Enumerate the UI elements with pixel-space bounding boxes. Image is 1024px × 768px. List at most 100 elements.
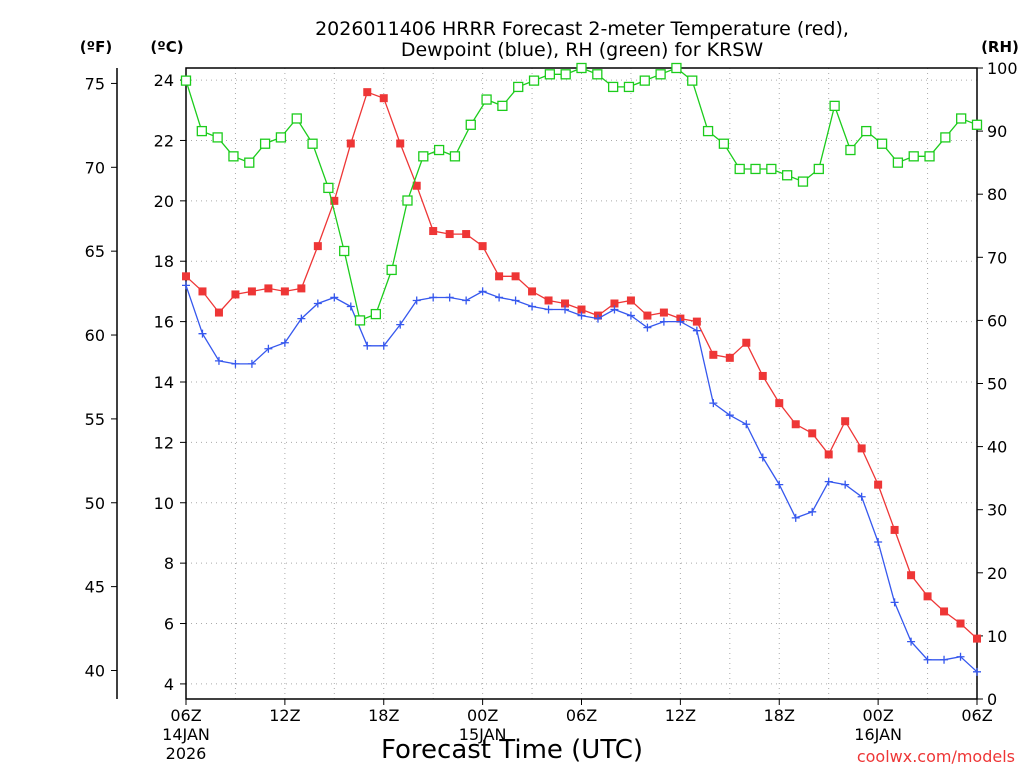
x-tick-label: 06Z <box>961 706 992 725</box>
rh-point <box>671 62 682 74</box>
dewpoint-series <box>182 281 981 676</box>
temperature-point <box>874 480 883 489</box>
dewpoint-point <box>841 480 850 489</box>
celsius-tick-label: 10 <box>154 494 174 513</box>
dewpoint-point <box>297 314 306 323</box>
dewpoint-point <box>956 652 965 661</box>
rh-point <box>639 75 650 86</box>
x-axis-title: Forecast Time (UTC) <box>381 735 643 765</box>
temperature-point <box>626 296 635 305</box>
rh-point <box>924 151 935 162</box>
temperature-point <box>923 592 932 601</box>
dewpoint-point <box>643 323 652 332</box>
fahrenheit-unit-label: (ºF) <box>80 38 112 56</box>
temperature-point <box>478 242 487 251</box>
rh-tick-label: 40 <box>987 438 1007 457</box>
rh-tick-label: 0 <box>987 690 997 709</box>
dewpoint-point <box>346 302 355 311</box>
temperature-point <box>808 429 817 438</box>
rh-tick-label: 20 <box>987 564 1007 583</box>
rh-point <box>734 163 745 175</box>
dewpoint-point <box>330 293 339 302</box>
rh-line <box>185 67 978 322</box>
chart-title-line2: Dewpoint (blue), RH (green) for KRSW <box>401 39 763 61</box>
rh-point <box>275 132 287 143</box>
grid-lines <box>186 68 977 699</box>
x-tick-label: 00Z <box>467 706 498 725</box>
temperature-point <box>775 399 784 408</box>
x-tick-date-label: 15JAN <box>459 725 507 744</box>
dewpoint-point <box>775 480 784 489</box>
temperature-point <box>791 420 800 429</box>
celsius-tick-label: 16 <box>154 313 174 332</box>
temperature-point <box>692 317 701 326</box>
rh-point <box>750 163 761 175</box>
dewpoint-point <box>725 411 734 420</box>
rh-tick-label: 70 <box>987 248 1007 267</box>
fahrenheit-tick-label: 50 <box>85 494 105 513</box>
rh-point <box>465 119 476 130</box>
dewpoint-point <box>577 311 586 320</box>
temperature-point <box>940 607 949 616</box>
x-tick-label: 06Z <box>566 706 597 725</box>
temperature-point <box>824 450 833 459</box>
temperature-point <box>725 353 734 362</box>
rh-point <box>892 157 904 168</box>
celsius-tick-label: 12 <box>154 433 174 452</box>
dewpoint-point <box>379 341 388 350</box>
fahrenheit-tick-label: 70 <box>85 158 105 177</box>
dewpoint-point <box>758 453 767 462</box>
rh-point <box>212 132 223 143</box>
dewpoint-point <box>412 296 421 305</box>
dewpoint-point <box>280 338 289 347</box>
rh-point <box>766 163 777 175</box>
source-credit[interactable]: coolwx.com/models <box>857 747 1015 766</box>
fahrenheit-tick-label: 45 <box>85 578 105 597</box>
dewpoint-point <box>626 311 635 320</box>
temperature-point <box>956 619 965 628</box>
temperature-point <box>610 299 619 308</box>
rh-point <box>528 75 540 86</box>
dewpoint-point <box>791 513 800 522</box>
dewpoint-point <box>544 305 553 314</box>
rh-point <box>687 75 698 86</box>
temperature-point <box>973 634 981 643</box>
rh-tick-label: 90 <box>987 122 1007 141</box>
temperature-point <box>363 88 372 97</box>
celsius-tick-label: 22 <box>154 131 174 150</box>
dewpoint-point <box>659 317 668 326</box>
fahrenheit-tick-label: 75 <box>85 74 105 93</box>
temperature-point <box>659 308 668 317</box>
rh-point <box>940 132 951 143</box>
rh-point <box>196 125 207 137</box>
temperature-point <box>709 350 718 359</box>
rh-point <box>323 182 334 194</box>
temperature-point <box>742 338 751 347</box>
rh-unit-label: (RH) <box>981 38 1019 56</box>
rh-point <box>402 195 413 206</box>
dewpoint-point <box>478 287 487 296</box>
x-tick-label: 18Z <box>368 706 399 725</box>
temperature-point <box>182 272 190 281</box>
fahrenheit-tick-label: 65 <box>85 242 105 261</box>
dewpoint-point <box>742 420 751 429</box>
rh-point <box>623 81 635 93</box>
temperature-point <box>214 308 223 317</box>
rh-point <box>876 138 888 149</box>
temperature-point <box>396 139 405 148</box>
rh-point <box>845 144 856 156</box>
x-tick-year-label: 2026 <box>166 744 207 763</box>
fahrenheit-tick-label: 40 <box>85 661 105 680</box>
temperature-point <box>528 287 537 296</box>
temperature-point <box>346 139 355 148</box>
celsius-tick-label: 18 <box>154 252 174 271</box>
rh-point <box>908 151 919 162</box>
dewpoint-point <box>495 293 504 302</box>
temperature-point <box>907 571 916 580</box>
dewpoint-point <box>709 399 718 408</box>
rh-point <box>291 113 302 124</box>
x-tick-label: 12Z <box>269 706 300 725</box>
temperature-point <box>412 181 421 190</box>
dewpoint-point <box>610 305 619 314</box>
dewpoint-point <box>940 655 949 664</box>
